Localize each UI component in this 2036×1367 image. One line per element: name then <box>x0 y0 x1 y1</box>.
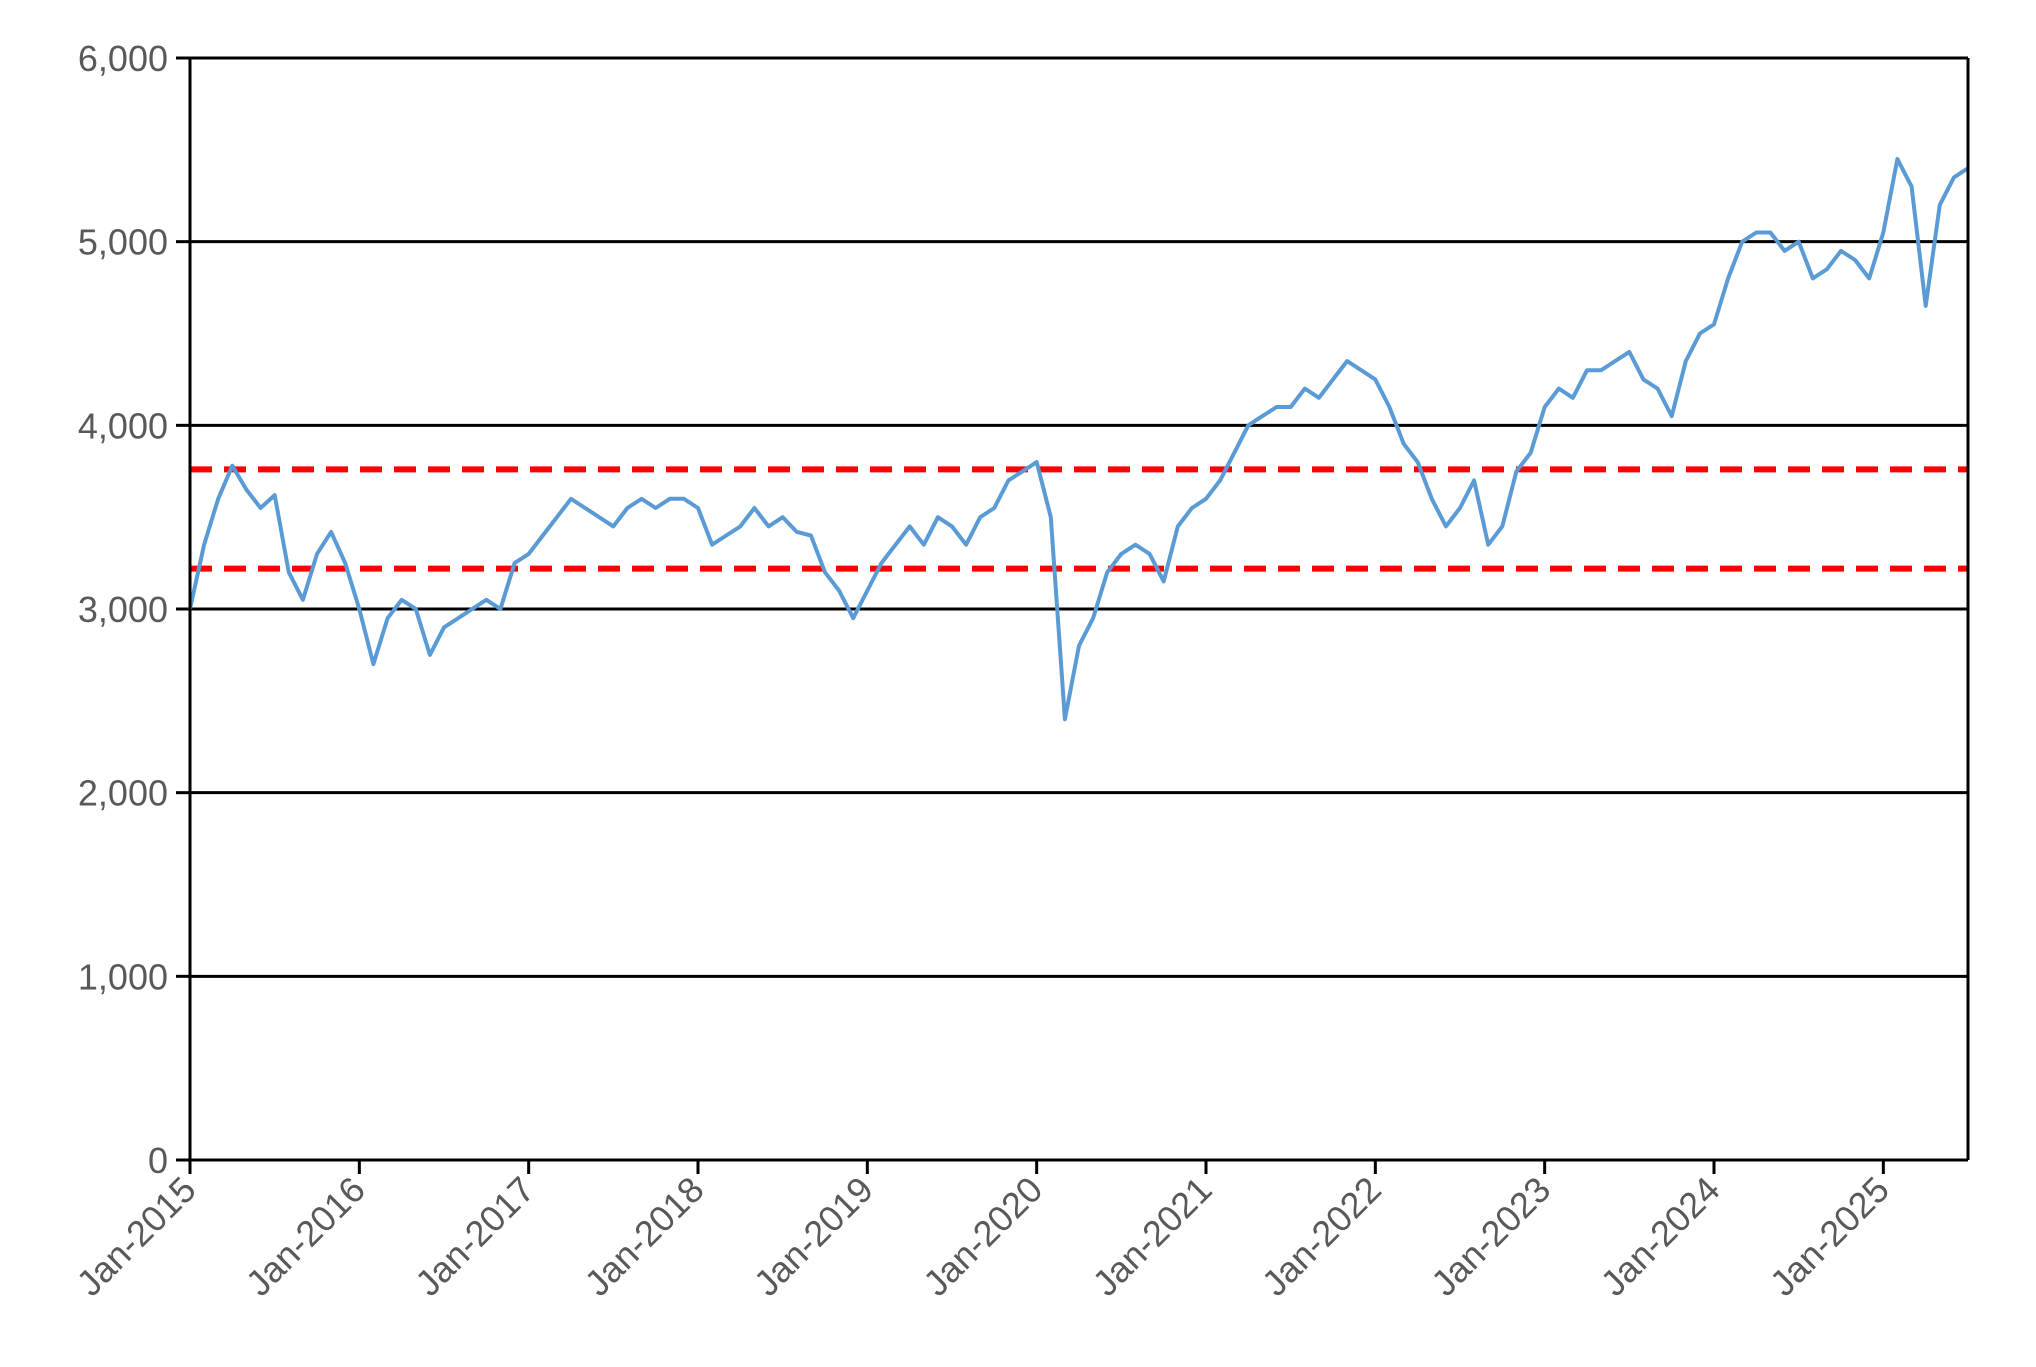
x-tick-label: Jan-2021 <box>1085 1169 1220 1304</box>
x-tick-label: Jan-2017 <box>407 1169 542 1304</box>
y-tick-label: 3,000 <box>78 589 168 630</box>
y-tick-label: 5,000 <box>78 222 168 263</box>
y-tick-label: 0 <box>148 1140 168 1181</box>
series-line <box>188 157 1970 722</box>
x-tick-label: Jan-2016 <box>238 1169 373 1304</box>
y-tick-label: 4,000 <box>78 405 168 446</box>
y-tick-label: 2,000 <box>78 773 168 814</box>
x-tick-label: Jan-2015 <box>69 1169 204 1304</box>
x-tick-label: Jan-2020 <box>915 1169 1050 1304</box>
x-tick-label: Jan-2019 <box>746 1169 881 1304</box>
series-layer <box>188 157 1970 722</box>
y-tick-label: 6,000 <box>78 38 168 79</box>
axes <box>188 58 1970 1174</box>
x-tick-label: Jan-2024 <box>1593 1169 1728 1304</box>
reference-lines <box>190 466 1968 572</box>
x-tick-label: Jan-2022 <box>1254 1169 1389 1304</box>
y-tick-label: 1,000 <box>78 956 168 997</box>
gridlines <box>176 56 1968 1162</box>
y-tick-labels: 0 1,000 2,000 3,000 4,000 5,000 6,000 <box>78 38 168 1181</box>
x-tick-label: Jan-2025 <box>1762 1169 1897 1304</box>
x-tick-label: Jan-2018 <box>577 1169 712 1304</box>
x-tick-label: Jan-2023 <box>1423 1169 1558 1304</box>
x-tick-labels: Jan-2015 Jan-2016 Jan-2017 Jan-2018 Jan-2019… <box>69 1169 1897 1304</box>
